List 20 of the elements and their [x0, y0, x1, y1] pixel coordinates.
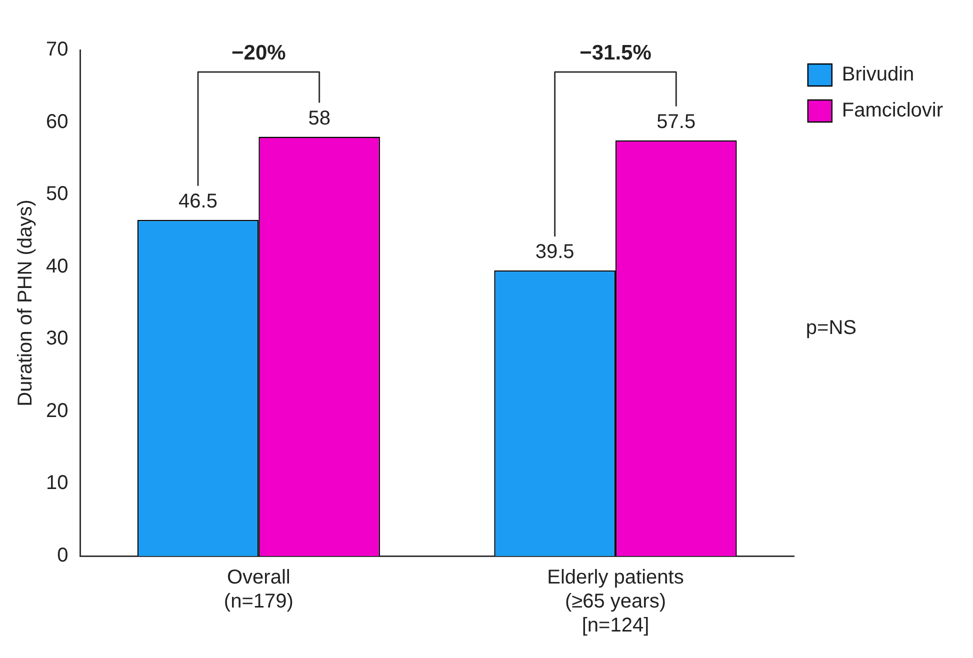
- data-label: 39.5: [535, 240, 574, 263]
- legend-label: Brivudin: [842, 64, 914, 86]
- y-tick-label: 40: [46, 255, 68, 278]
- y-tick-label: 30: [46, 328, 68, 350]
- data-label: 46.5: [178, 190, 218, 212]
- y-tick-label: 10: [46, 472, 68, 494]
- y-tick-label: 60: [46, 110, 68, 133]
- y-tick-label: 70: [46, 38, 68, 61]
- annotation: −31.5%: [580, 41, 652, 64]
- y-tick-label: 20: [46, 400, 68, 422]
- data-label: 58: [308, 107, 330, 130]
- x-tick-label: Overall (n=179): [224, 566, 294, 613]
- y-axis-title: Duration of PHN (days): [14, 200, 37, 406]
- annotation: −20%: [232, 41, 286, 64]
- y-tick-label: 50: [46, 183, 68, 206]
- data-label: 57.5: [656, 110, 696, 133]
- text: p=NS: [806, 316, 856, 339]
- y-tick-label: 0: [57, 544, 68, 567]
- legend-label: Famciclovir: [842, 100, 944, 122]
- x-tick-label: Elderly patients (≥65 years) [n=124]: [547, 566, 684, 637]
